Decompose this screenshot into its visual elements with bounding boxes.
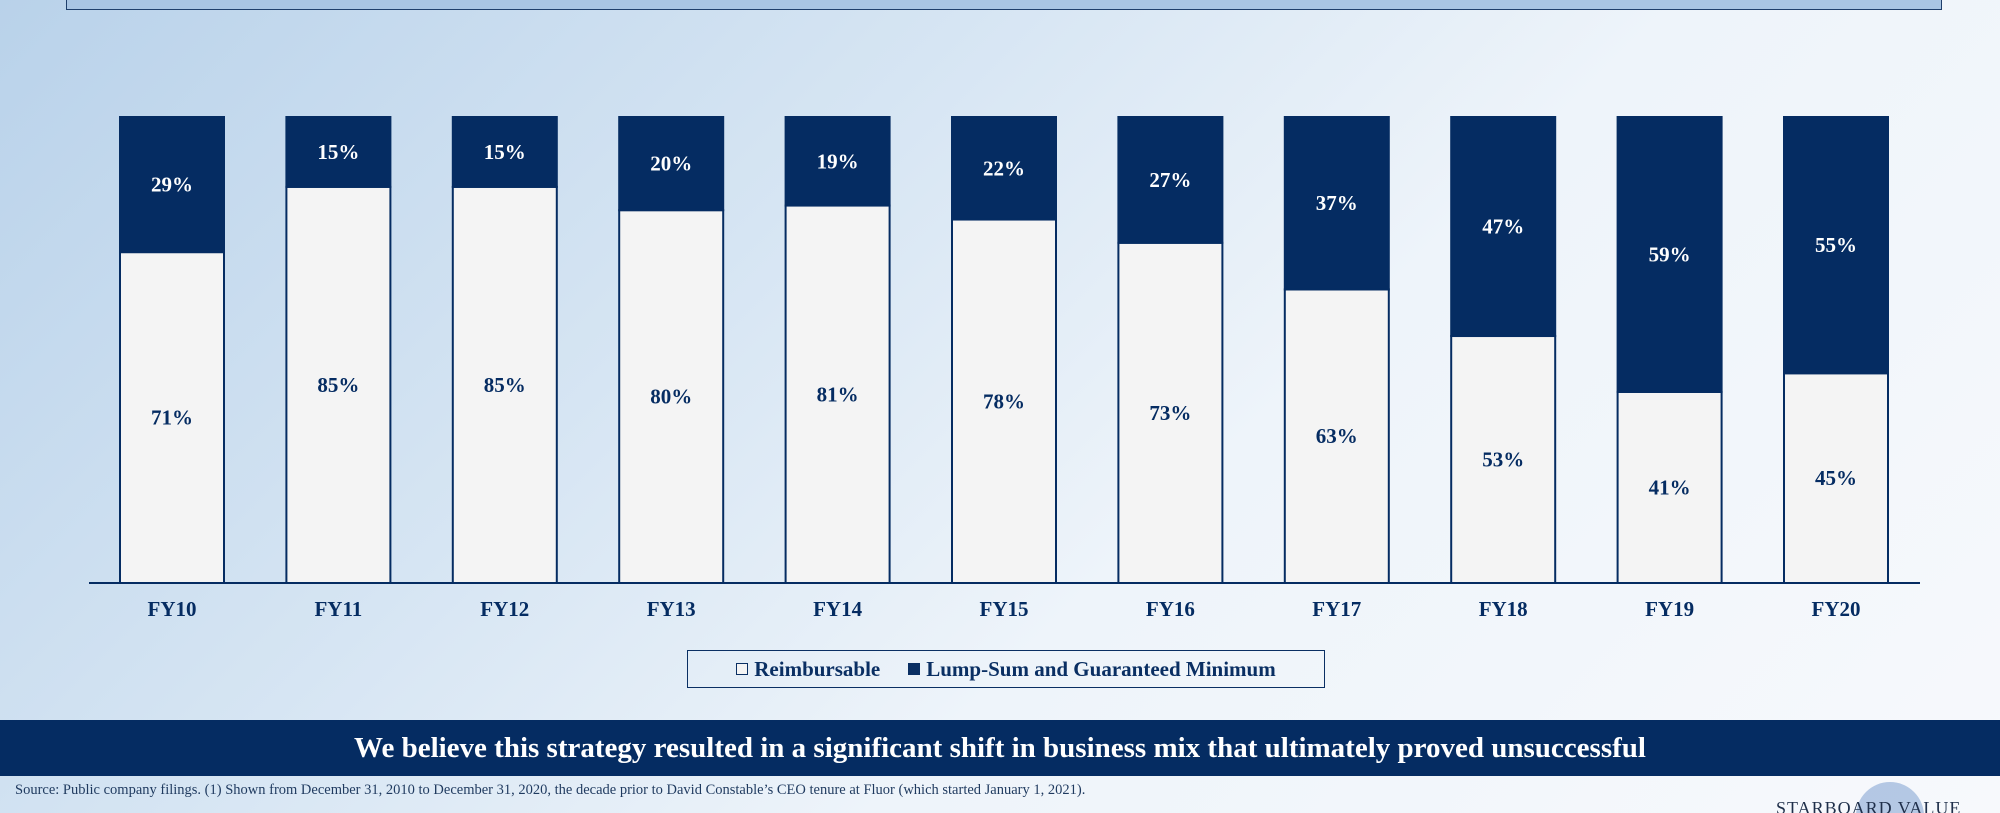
bar-reimbursable-fy17 <box>1283 288 1390 584</box>
x-tick-label-fy17: FY17 <box>1312 597 1361 621</box>
source-footnote: Source: Public company filings. (1) Show… <box>15 782 1086 798</box>
label-lump-sum-fy13: 20% <box>650 152 692 176</box>
label-reimbursable-fy16: 73% <box>1149 401 1191 425</box>
label-reimbursable-fy14: 81% <box>817 382 859 406</box>
bar-lump-sum-fy12 <box>451 116 558 188</box>
label-lump-sum-fy12: 15% <box>484 140 526 164</box>
label-reimbursable-fy15: 78% <box>983 389 1025 413</box>
x-tick-label-fy12: FY12 <box>480 597 529 621</box>
bar-lump-sum-fy14 <box>784 116 891 207</box>
x-tick-label-fy19: FY19 <box>1645 597 1694 621</box>
bar-lump-sum-fy10 <box>119 116 225 254</box>
legend-swatch-lump-sum <box>908 663 921 675</box>
label-lump-sum-fy16: 27% <box>1149 168 1191 192</box>
legend-swatch-reimbursable <box>736 663 749 675</box>
label-lump-sum-fy20: 55% <box>1815 233 1857 257</box>
label-reimbursable-fy10: 71% <box>151 406 193 430</box>
label-reimbursable-fy17: 63% <box>1316 424 1358 448</box>
bar-lump-sum-fy20 <box>1783 116 1889 375</box>
logo-text: STARBOARD VALUE <box>1776 798 1962 813</box>
banner-text: We believe this strategy resulted in a s… <box>354 731 1646 764</box>
x-tick-label-fy20: FY20 <box>1812 597 1861 621</box>
label-reimbursable-fy13: 80% <box>650 385 692 409</box>
bar-lump-sum-fy16 <box>1117 116 1224 244</box>
label-reimbursable-fy19: 41% <box>1649 475 1691 499</box>
bar-lump-sum-fy18 <box>1450 116 1557 338</box>
title-bar <box>66 0 1942 10</box>
bar-lump-sum-fy15 <box>951 116 1057 221</box>
x-tick-label-fy16: FY16 <box>1146 597 1195 621</box>
bar-lump-sum-fy11 <box>285 116 392 188</box>
bar-reimbursable-fy16 <box>1117 241 1224 584</box>
label-reimbursable-fy11: 85% <box>317 373 359 397</box>
label-reimbursable-fy12: 85% <box>484 373 526 397</box>
bar-lump-sum-fy19 <box>1616 116 1723 393</box>
bar-lump-sum-fy17 <box>1283 116 1390 291</box>
label-lump-sum-fy17: 37% <box>1316 191 1358 215</box>
x-tick-label-fy18: FY18 <box>1479 597 1528 621</box>
label-reimbursable-fy18: 53% <box>1482 448 1524 472</box>
label-lump-sum-fy19: 59% <box>1649 242 1691 266</box>
label-lump-sum-fy11: 15% <box>317 140 359 164</box>
legend-label-lump-sum: Lump-Sum and Guaranteed Minimum <box>926 656 1276 681</box>
bar-lump-sum-fy13 <box>618 116 725 212</box>
legend-label-reimbursable: Reimbursable <box>754 656 881 681</box>
bar-reimbursable-fy14 <box>784 204 891 584</box>
label-reimbursable-fy20: 45% <box>1815 466 1857 490</box>
company-logo: STARBOARD VALUE <box>1776 780 1986 813</box>
legend-item-lump-sum: Lump-Sum and Guaranteed Minimum <box>908 656 1276 682</box>
label-lump-sum-fy15: 22% <box>983 156 1025 180</box>
label-lump-sum-fy14: 19% <box>817 149 859 173</box>
conclusion-banner: We believe this strategy resulted in a s… <box>0 720 2000 776</box>
stacked-bar-chart: 71% 29% FY10 85% 15% FY11 85% 15% FY12 80% 20% FY13… <box>89 116 1920 621</box>
label-lump-sum-fy10: 29% <box>151 173 193 197</box>
x-tick-label-fy14: FY14 <box>813 597 862 621</box>
x-tick-label-fy11: FY11 <box>314 597 362 621</box>
x-tick-label-fy10: FY10 <box>148 597 197 621</box>
label-lump-sum-fy18: 47% <box>1482 215 1524 239</box>
chart-legend: Reimbursable Lump-Sum and Guaranteed Min… <box>687 650 1325 688</box>
legend-item-reimbursable: Reimbursable <box>736 657 880 682</box>
x-tick-label-fy13: FY13 <box>647 597 696 621</box>
bar-reimbursable-fy13 <box>618 209 725 584</box>
bar-reimbursable-fy15 <box>951 218 1057 585</box>
x-tick-label-fy15: FY15 <box>980 597 1029 621</box>
